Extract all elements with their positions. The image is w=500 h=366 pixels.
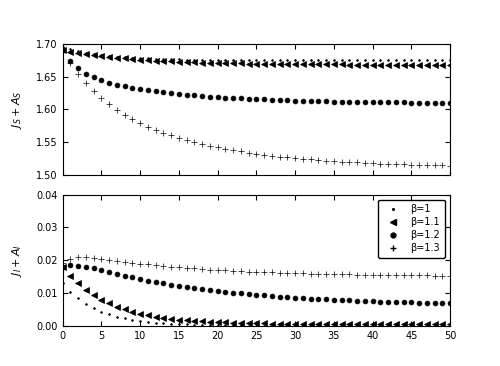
Y-axis label: $J_I+A_I$: $J_I+A_I$ [10,244,24,277]
Y-axis label: $J_S+A_S$: $J_S+A_S$ [10,90,24,128]
Legend: β=1, β=1.1, β=1.2, β=1.3: β=1, β=1.1, β=1.2, β=1.3 [378,199,445,258]
